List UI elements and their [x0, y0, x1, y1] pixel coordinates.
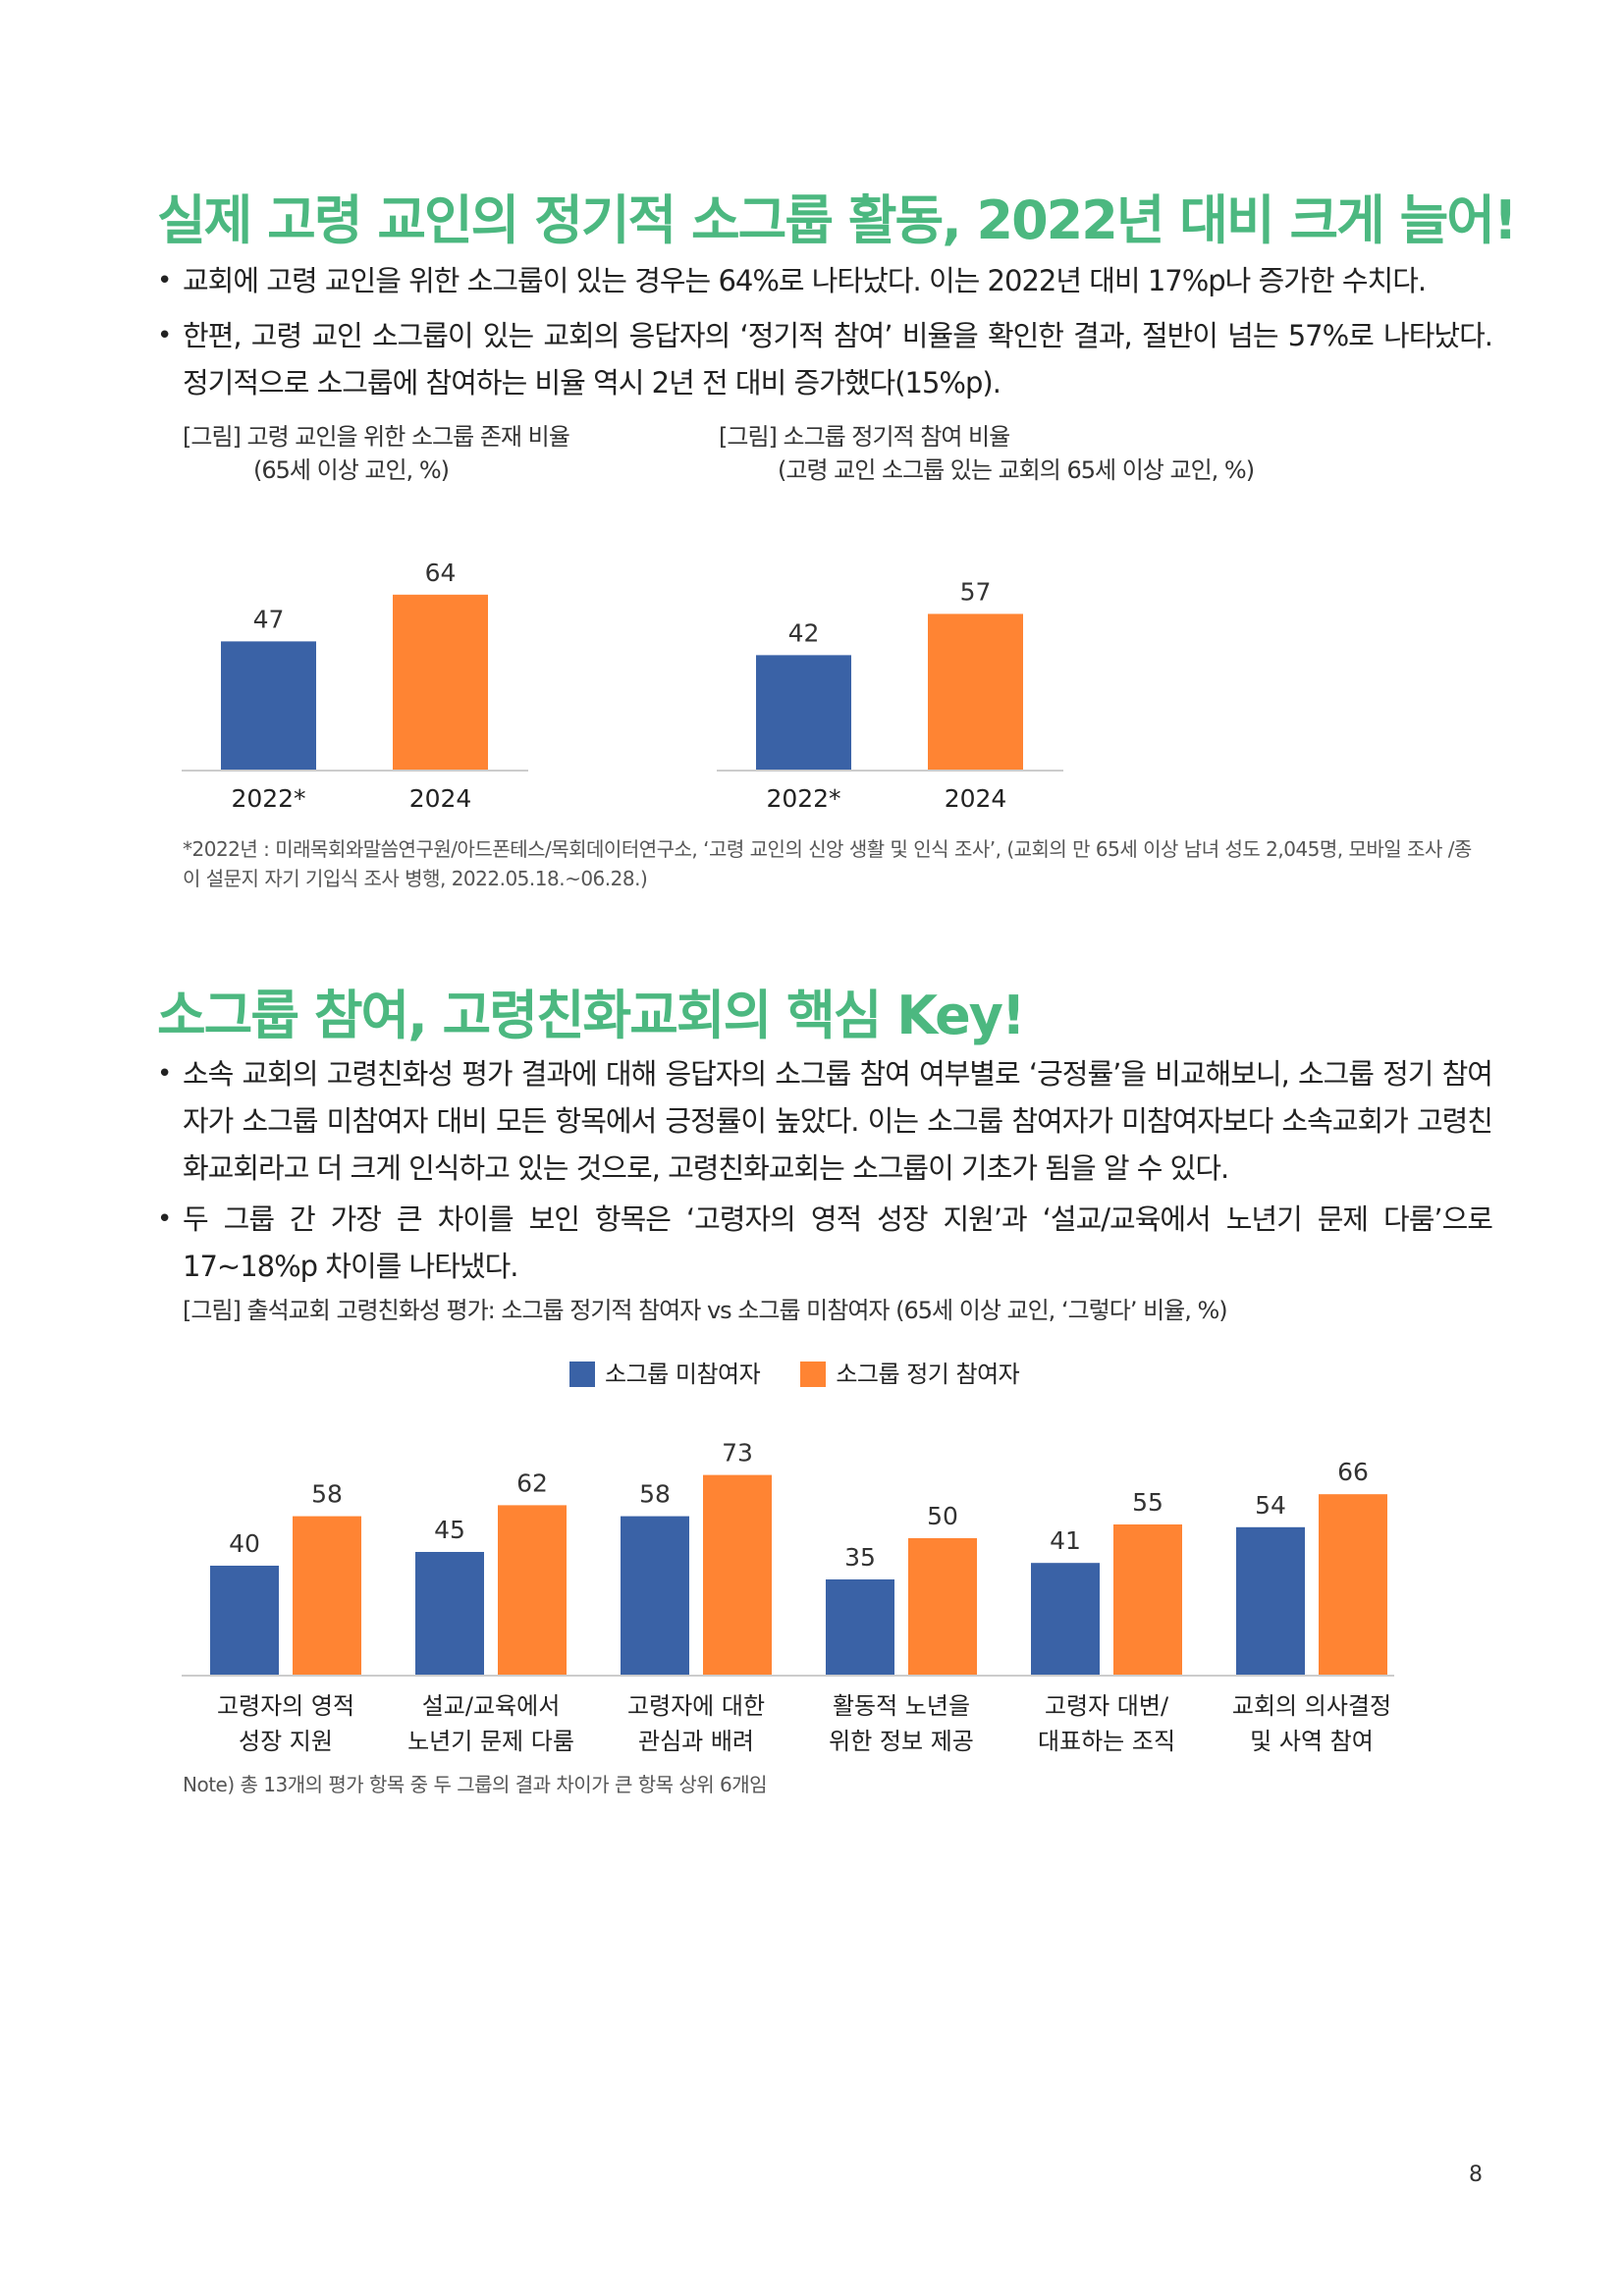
category-label: 및 사역 참여 [1250, 1728, 1374, 1755]
bar [415, 1552, 484, 1676]
section1-bullet: 한편, 고령 교인 소그룹이 있는 교회의 응답자의 ‘정기적 참여’ 비율을 … [157, 312, 1493, 406]
data-label: 73 [722, 1439, 753, 1468]
legend-swatch-orange [800, 1362, 827, 1387]
data-label: 64 [425, 559, 457, 587]
chart-regular-participation: 42 2022* 57 2024 [717, 577, 1063, 813]
section1-heading: 실제 고령 교인의 정기적 소그룹 활동, 2022년 대비 크게 늘어! [157, 189, 1518, 251]
category-label: 2022* [231, 784, 305, 813]
section2-note: Note) 총 13개의 평가 항목 중 두 그룹의 결과 차이가 큰 항목 상… [183, 1773, 768, 1796]
figure1-title: [그림] 고령 교인을 위한 소그룹 존재 비율 [183, 423, 570, 451]
bar [210, 1566, 279, 1676]
bar [908, 1538, 977, 1676]
bar [703, 1474, 772, 1676]
data-label: 40 [229, 1529, 260, 1558]
figure2-title: [그림] 소그룹 정기적 참여 비율 [719, 423, 1010, 451]
section2-bullets: 소속 교회의 고령친화성 평가 결과에 대해 응답자의 소그룹 참여 여부별로 … [157, 1050, 1493, 1290]
category-label: 설교/교육에서 [422, 1692, 561, 1720]
bar [498, 1505, 567, 1676]
bar [826, 1579, 894, 1676]
figure3-caption: [그림] 출석교회 고령친화성 평가: 소그룹 정기적 참여자 vs 소그룹 미… [183, 1297, 1228, 1324]
chart-small-group-existence: 47 2022* 64 2024 [182, 559, 528, 813]
section2-bullet: 소속 교회의 고령친화성 평가 결과에 대해 응답자의 소그룹 참여 여부별로 … [157, 1050, 1493, 1192]
bar [1113, 1524, 1182, 1676]
data-label: 41 [1050, 1526, 1081, 1555]
section2-bullet: 두 그룹 간 가장 큰 차이를 보인 항목은 ‘고령자의 영적 성장 지원’과 … [157, 1196, 1493, 1290]
bar [293, 1516, 361, 1676]
legend-label: 소그룹 정기 참여자 [836, 1361, 1020, 1388]
data-label: 55 [1132, 1488, 1163, 1517]
category-label: 2024 [945, 784, 1007, 813]
data-label: 62 [516, 1468, 548, 1497]
category-label: 위한 정보 제공 [829, 1728, 974, 1755]
data-label: 50 [927, 1502, 958, 1530]
category-label: 노년기 문제 다룸 [407, 1728, 574, 1755]
bar [756, 655, 851, 771]
data-label: 54 [1255, 1491, 1286, 1520]
legend-swatch-blue [569, 1362, 595, 1387]
category-label: 대표하는 조직 [1038, 1728, 1175, 1755]
page-number: 8 [1469, 2163, 1483, 2187]
figure1-caption: [그림] 고령 교인을 위한 소그룹 존재 비율 (65세 이상 교인, %) [183, 420, 570, 487]
category-label: 고령자에 대한 [627, 1692, 765, 1720]
data-label: 45 [434, 1516, 465, 1544]
legend-item-participant: 소그룹 정기 참여자 [800, 1361, 1020, 1388]
bar [393, 594, 488, 771]
bar [1319, 1494, 1387, 1676]
data-label: 35 [844, 1543, 876, 1572]
legend-item-nonparticipant: 소그룹 미참여자 [569, 1361, 767, 1388]
category-label: 활동적 노년을 [833, 1692, 970, 1720]
data-label: 58 [311, 1480, 343, 1509]
bar [1031, 1563, 1100, 1676]
bar [928, 614, 1023, 771]
bar [621, 1516, 689, 1676]
data-label: 47 [253, 605, 285, 633]
category-label: 성장 지원 [239, 1728, 333, 1755]
data-label: 66 [1337, 1458, 1369, 1486]
figure1-subtitle: (65세 이상 교인, %) [253, 456, 450, 484]
chart3-legend: 소그룹 미참여자 소그룹 정기 참여자 [569, 1355, 1020, 1389]
section2-heading: 소그룹 참여, 고령친화교회의 핵심 Key! [157, 985, 1026, 1046]
bar [221, 641, 316, 771]
bar [1236, 1526, 1305, 1676]
section1-bullet: 교회에 고령 교인을 위한 소그룹이 있는 경우는 64%로 나타났다. 이는 … [157, 257, 1492, 304]
data-label: 42 [788, 618, 820, 647]
category-label: 고령자의 영적 [217, 1692, 354, 1720]
category-label: 고령자 대변/ [1045, 1692, 1169, 1720]
category-label: 관심과 배려 [638, 1728, 754, 1755]
category-label: 교회의 의사결정 [1232, 1692, 1391, 1720]
figure2-subtitle: (고령 교인 소그룹 있는 교회의 65세 이상 교인, %) [778, 456, 1255, 484]
figure2-caption: [그림] 소그룹 정기적 참여 비율 (고령 교인 소그룹 있는 교회의 65세… [719, 420, 1255, 487]
section1-bullets: 교회에 고령 교인을 위한 소그룹이 있는 경우는 64%로 나타났다. 이는 … [157, 257, 1493, 406]
category-label: 2024 [409, 784, 472, 813]
legend-label: 소그룹 미참여자 [605, 1361, 761, 1388]
section1-footnote: *2022년 : 미래목회와말씀연구원/아드폰테스/목회데이터연구소, ‘고령 … [183, 837, 1472, 890]
data-label: 58 [639, 1480, 671, 1509]
data-label: 57 [960, 577, 992, 606]
category-label: 2022* [766, 784, 840, 813]
